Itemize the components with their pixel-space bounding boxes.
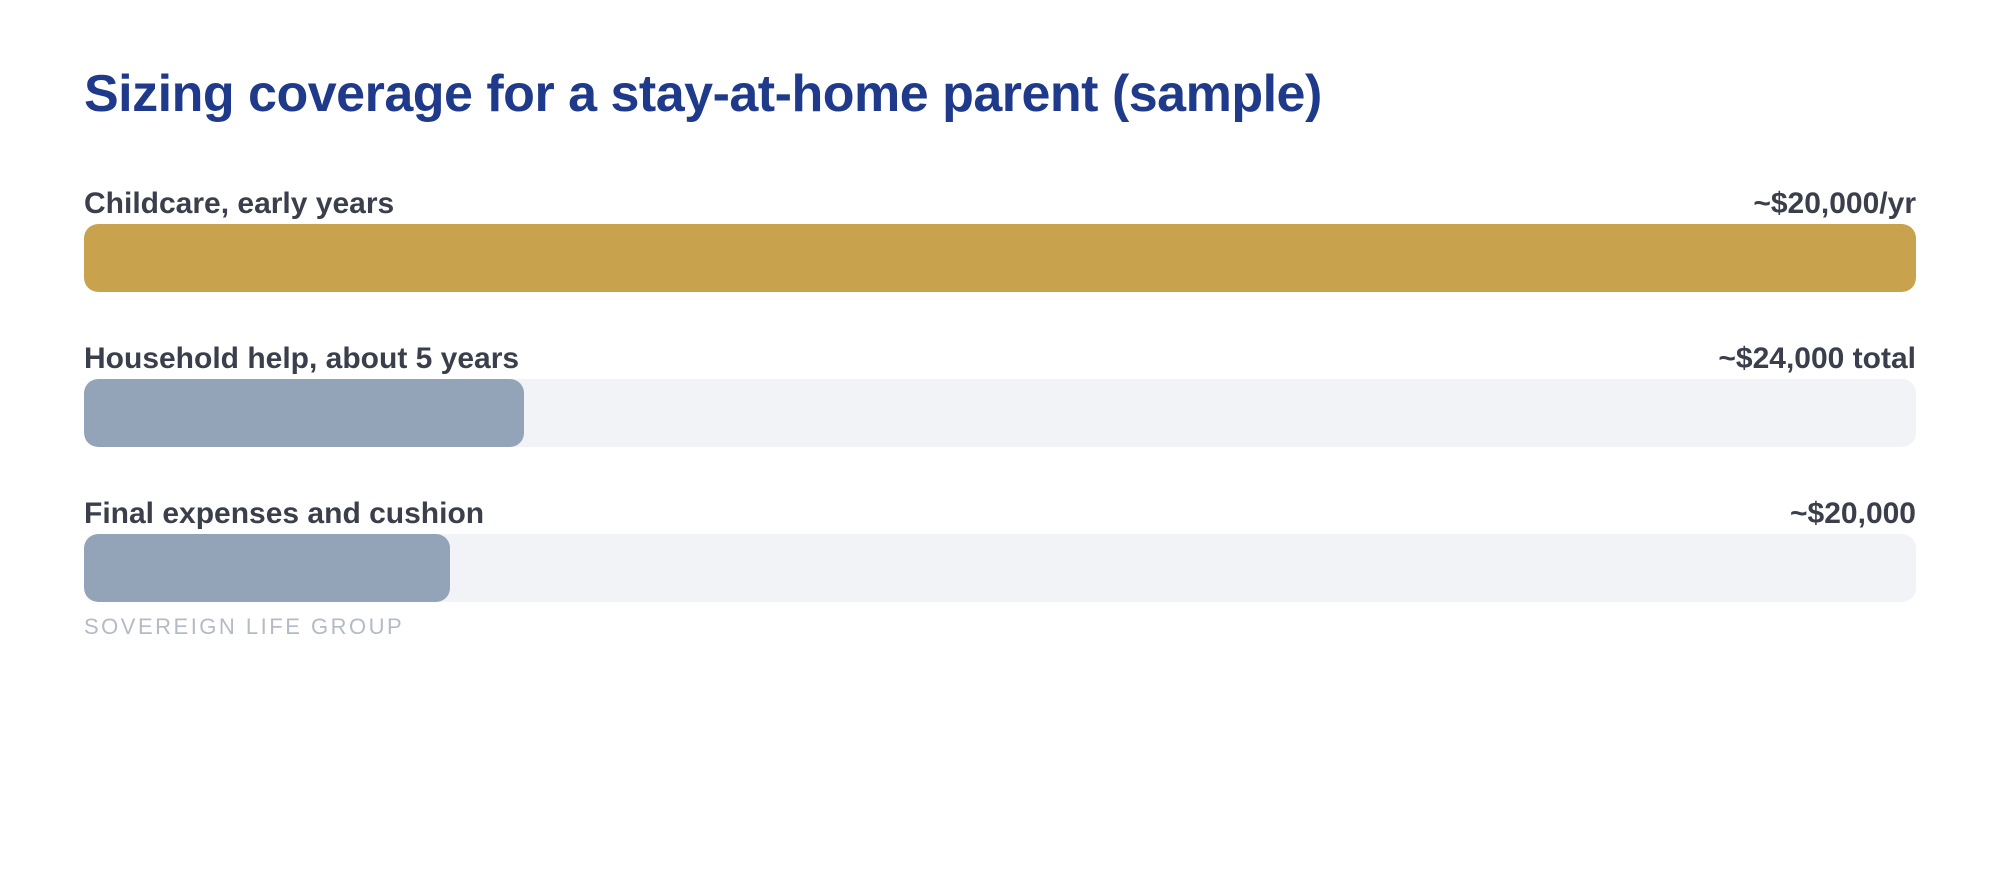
bar-row-header: Childcare, early years ~$20,000/yr — [84, 182, 1916, 226]
bar-track — [84, 379, 1916, 447]
bar-track — [84, 224, 1916, 292]
bar-category-label: Childcare, early years — [84, 187, 395, 220]
bar-row-header: Final expenses and cushion ~$20,000 — [84, 492, 1916, 536]
bar-value-label: ~$20,000 — [1790, 497, 1916, 530]
bar-category-label: Household help, about 5 years — [84, 342, 520, 375]
bar-fill — [84, 534, 451, 602]
bar-track — [84, 534, 1916, 602]
bar-value-label: ~$24,000 total — [1718, 342, 1916, 375]
bar-row-header: Household help, about 5 years ~$24,000 to… — [84, 337, 1916, 381]
bar-row: Final expenses and cushion ~$20,000 — [84, 492, 1916, 602]
chart-title: Sizing coverage for a stay-at-home paren… — [84, 65, 1322, 123]
bar-value-label: ~$20,000/yr — [1753, 187, 1916, 220]
bar-row: Household help, about 5 years ~$24,000 to… — [84, 337, 1916, 447]
brand-footer: SOVEREIGN LIFE GROUP — [84, 614, 405, 639]
bar-category-label: Final expenses and cushion — [84, 497, 485, 530]
bar-fill — [84, 379, 524, 447]
bar-row: Childcare, early years ~$20,000/yr — [84, 182, 1916, 292]
bar-fill — [84, 224, 1916, 292]
